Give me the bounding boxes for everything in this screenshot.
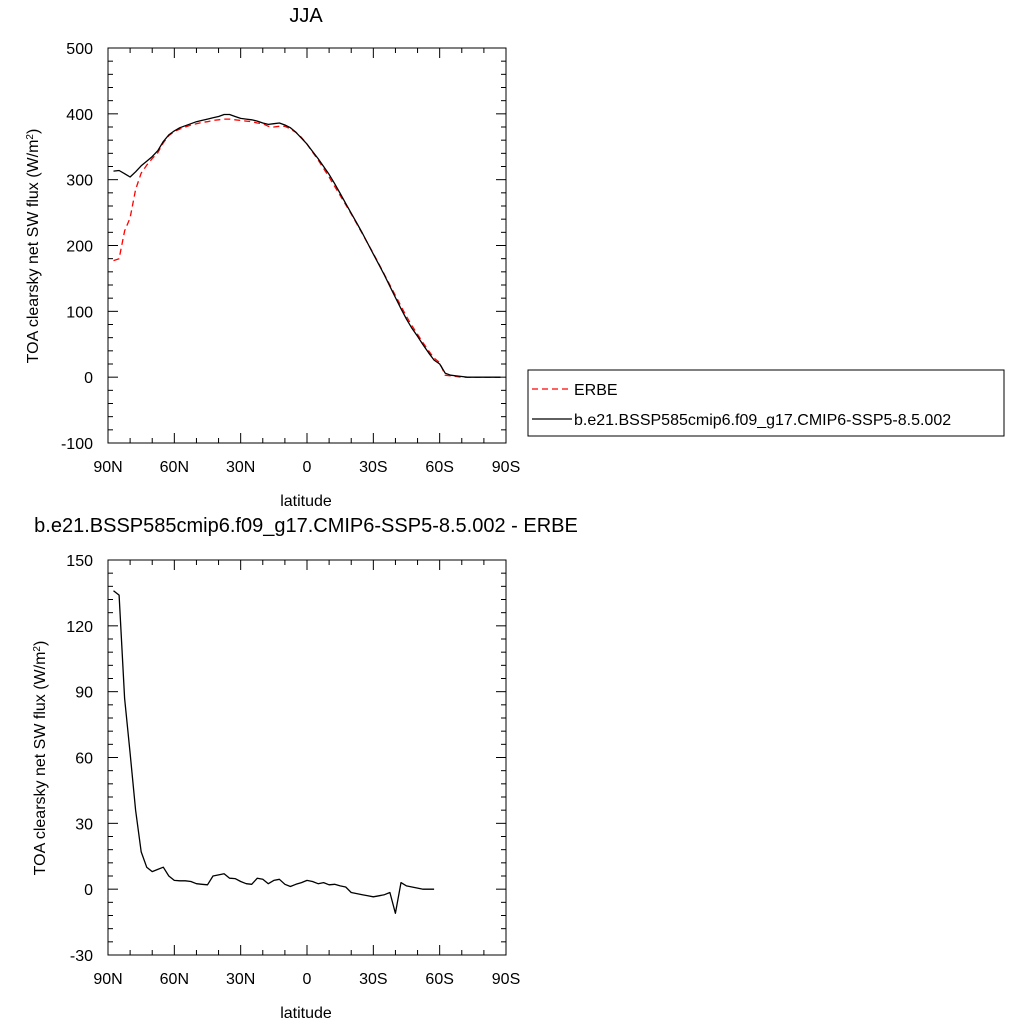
series-line-b-e21-bssp585cmip6-f09-g17-cmip6-ssp5-8-5-002 xyxy=(113,113,501,378)
x-tick-label: 60S xyxy=(425,459,453,476)
x-tick-label: 90S xyxy=(492,971,520,988)
y-tick-label: 120 xyxy=(66,619,93,636)
legend-label-erbe: ERBE xyxy=(574,382,618,399)
top-axis-ticks: 90N 60N 30N 0 30S 60S 90S -100 0 100 200 300 400 500 xyxy=(61,41,520,476)
top-y-axis-label-text: TOA clearsky net SW flux (W/m xyxy=(25,140,42,364)
x-tick-label: 30N xyxy=(226,971,255,988)
x-tick-label: 90N xyxy=(93,971,122,988)
x-tick-label: 30N xyxy=(226,459,255,476)
top-x-axis-label: latitude xyxy=(280,493,332,510)
y-tick-label: 150 xyxy=(66,553,93,570)
bottom-y-axis-label-close: ) xyxy=(32,641,49,646)
y-tick-label: 400 xyxy=(66,107,93,124)
series-line-difference-0 xyxy=(113,590,435,914)
y-tick-label: 300 xyxy=(66,173,93,190)
top-chart-title: JJA xyxy=(289,5,323,27)
x-tick-label: 0 xyxy=(303,459,312,476)
legend-label-model: b.e21.BSSP585cmip6.f09_g17.CMIP6-SSP5-8.… xyxy=(574,412,951,429)
series-line-erbe xyxy=(113,118,501,378)
y-tick-label: 100 xyxy=(66,304,93,321)
x-tick-label: 0 xyxy=(303,971,312,988)
bottom-y-axis-label: TOA clearsky net SW flux (W/m2) xyxy=(32,641,50,876)
y-tick-label: 0 xyxy=(84,882,93,899)
x-tick-label: 90N xyxy=(93,459,122,476)
x-tick-label: 30S xyxy=(359,971,387,988)
x-tick-label: 60N xyxy=(160,459,189,476)
bottom-plot-frame xyxy=(107,559,507,956)
bottom-series-group xyxy=(113,590,435,914)
legend: ERBE b.e21.BSSP585cmip6.f09_g17.CMIP6-SS… xyxy=(527,369,1005,437)
top-y-axis-label-superscript: 2 xyxy=(25,134,36,140)
bottom-chart-title: b.e21.BSSP585cmip6.f09_g17.CMIP6-SSP5-8.… xyxy=(34,515,578,537)
y-tick-label: 500 xyxy=(66,41,93,58)
y-tick-label: -100 xyxy=(61,436,93,453)
top-y-axis-label-close: ) xyxy=(25,129,42,134)
y-tick-label: 90 xyxy=(75,685,93,702)
x-tick-label: 30S xyxy=(359,459,387,476)
legend-box xyxy=(527,369,1005,437)
top-plot-frame xyxy=(107,47,507,444)
top-series-group xyxy=(113,113,501,378)
y-tick-label: 60 xyxy=(75,751,93,768)
y-tick-label: 30 xyxy=(75,816,93,833)
y-tick-label: 200 xyxy=(66,239,93,256)
x-tick-label: 90S xyxy=(492,459,520,476)
bottom-y-axis-label-text: TOA clearsky net SW flux (W/m xyxy=(32,652,49,876)
bottom-panel: b.e21.BSSP585cmip6.f09_g17.CMIP6-SSP5-8.… xyxy=(32,515,578,1022)
bottom-axis-ticks: 90N 60N 30N 0 30S 60S 90S -30 0 30 60 90 120 150 xyxy=(66,553,520,988)
bottom-y-axis-label-superscript: 2 xyxy=(32,646,43,652)
x-tick-label: 60S xyxy=(425,971,453,988)
top-panel: JJA 90N 60N 30N 0 30S 60S 90S -100 0 100 200 300 400… xyxy=(25,5,1005,510)
y-tick-label: -30 xyxy=(70,948,93,965)
top-y-axis-label: TOA clearsky net SW flux (W/m2) xyxy=(25,129,43,364)
y-tick-label: 0 xyxy=(84,370,93,387)
bottom-x-axis-label: latitude xyxy=(280,1005,332,1022)
x-tick-label: 60N xyxy=(160,971,189,988)
